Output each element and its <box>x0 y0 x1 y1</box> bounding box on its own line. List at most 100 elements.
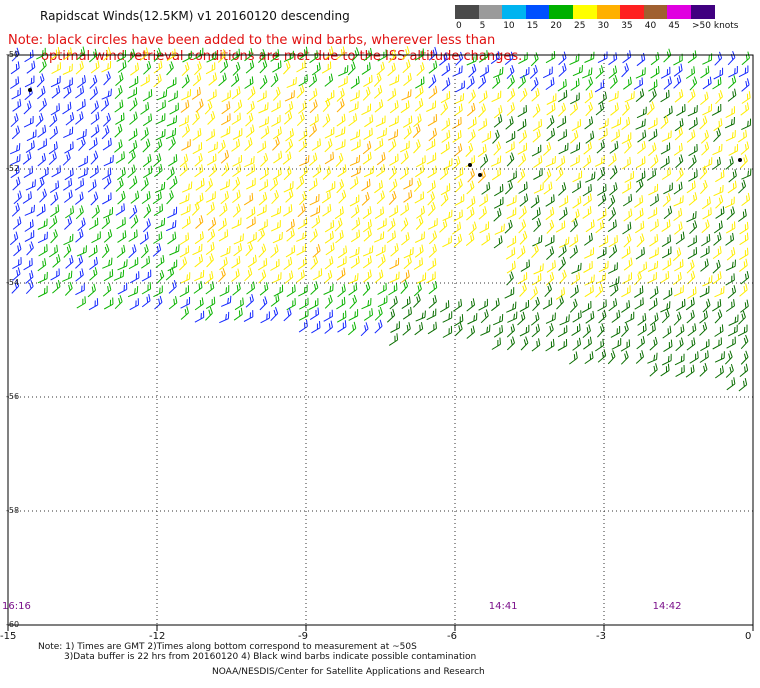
wind-barb <box>348 113 358 127</box>
wind-barb <box>621 132 632 145</box>
wind-barb <box>663 182 673 195</box>
wind-barb <box>506 195 517 207</box>
wind-barb <box>350 76 360 89</box>
wind-barb <box>701 219 710 234</box>
wind-barb <box>180 296 191 309</box>
wind-barb <box>453 314 464 327</box>
wind-barb <box>440 141 450 155</box>
wind-barb <box>571 208 580 223</box>
wind-barb <box>283 166 292 181</box>
wind-barb <box>609 74 618 89</box>
legend-swatch <box>502 5 527 19</box>
wind-barb <box>285 245 296 258</box>
wind-barb <box>401 269 410 283</box>
wind-barb <box>478 206 487 220</box>
wind-barb <box>64 281 73 296</box>
wind-barb <box>477 75 487 89</box>
wind-barb <box>101 167 112 180</box>
wind-barb <box>597 323 605 338</box>
wind-barb <box>376 61 385 76</box>
wind-barb <box>219 59 229 74</box>
wind-barb <box>350 255 360 269</box>
wind-barb <box>91 204 100 219</box>
wind-barb <box>676 298 686 312</box>
wind-barb <box>478 50 489 63</box>
wind-barb <box>308 298 319 310</box>
wind-barb <box>244 156 255 168</box>
wind-barb <box>453 298 463 312</box>
wind-barb <box>544 282 552 298</box>
wind-barb <box>572 337 582 351</box>
legend-swatch <box>478 5 503 19</box>
wind-barb <box>9 231 19 246</box>
wind-barb <box>557 325 568 338</box>
contamination-flag <box>478 173 482 177</box>
wind-barb <box>205 178 213 193</box>
wind-barb <box>129 298 139 311</box>
wind-barb <box>715 365 724 379</box>
wind-barb <box>272 126 282 140</box>
wind-barb <box>504 180 513 195</box>
wind-barb <box>650 66 660 79</box>
wind-barb <box>675 154 684 169</box>
wind-barb <box>321 190 331 204</box>
wind-barb <box>324 151 334 165</box>
wind-barb <box>247 86 256 101</box>
wind-barb <box>75 205 84 220</box>
map-grid <box>8 55 753 625</box>
wind-barb <box>624 139 632 154</box>
wind-barb <box>491 167 502 181</box>
wind-barb <box>205 62 216 75</box>
wind-barb <box>63 233 74 246</box>
wind-barb <box>193 280 203 294</box>
wind-barb <box>660 66 671 79</box>
wind-barb <box>75 254 84 269</box>
wind-barb <box>206 153 217 166</box>
wind-barb <box>48 215 58 230</box>
wind-barb <box>558 244 567 258</box>
wind-barb <box>699 310 708 324</box>
wind-barb <box>153 203 164 217</box>
wind-barb <box>311 215 321 229</box>
wind-barb <box>363 269 372 283</box>
wind-barb <box>545 338 555 352</box>
wind-barb <box>115 203 125 216</box>
wind-barb <box>701 196 711 210</box>
wind-barb <box>25 179 36 191</box>
wind-barb <box>546 246 555 260</box>
wind-barb <box>377 218 387 231</box>
wind-barb <box>76 98 86 112</box>
wind-barb <box>712 143 723 156</box>
wind-barb <box>621 116 631 131</box>
wind-barb <box>663 287 673 301</box>
wind-barb <box>232 154 242 167</box>
wind-barb <box>403 72 412 86</box>
wind-barb <box>270 73 279 88</box>
wind-barb <box>260 152 269 167</box>
wind-barb <box>141 269 152 282</box>
wind-barb <box>675 364 685 378</box>
wind-barb <box>686 309 695 324</box>
wind-barb <box>637 313 647 326</box>
wind-barb <box>727 88 737 102</box>
wind-barb <box>685 364 695 378</box>
wind-barb <box>415 76 425 89</box>
lat-tick-label: -60 <box>6 620 20 629</box>
wind-barb <box>284 90 295 102</box>
wind-barb <box>546 102 556 116</box>
wind-barb <box>260 125 270 139</box>
wind-barb <box>245 164 256 177</box>
wind-barb <box>257 90 267 103</box>
wind-barb <box>182 181 193 193</box>
wind-barb <box>103 175 112 190</box>
wind-barb <box>621 246 631 259</box>
wind-barb <box>478 103 486 118</box>
wind-barb <box>336 267 346 281</box>
wind-barb <box>741 91 751 104</box>
wind-barb <box>324 294 333 309</box>
wind-barb <box>661 234 672 248</box>
wind-barb <box>453 143 463 157</box>
wind-barb <box>374 99 384 113</box>
wind-barb <box>727 324 738 337</box>
wind-barb <box>741 118 752 131</box>
